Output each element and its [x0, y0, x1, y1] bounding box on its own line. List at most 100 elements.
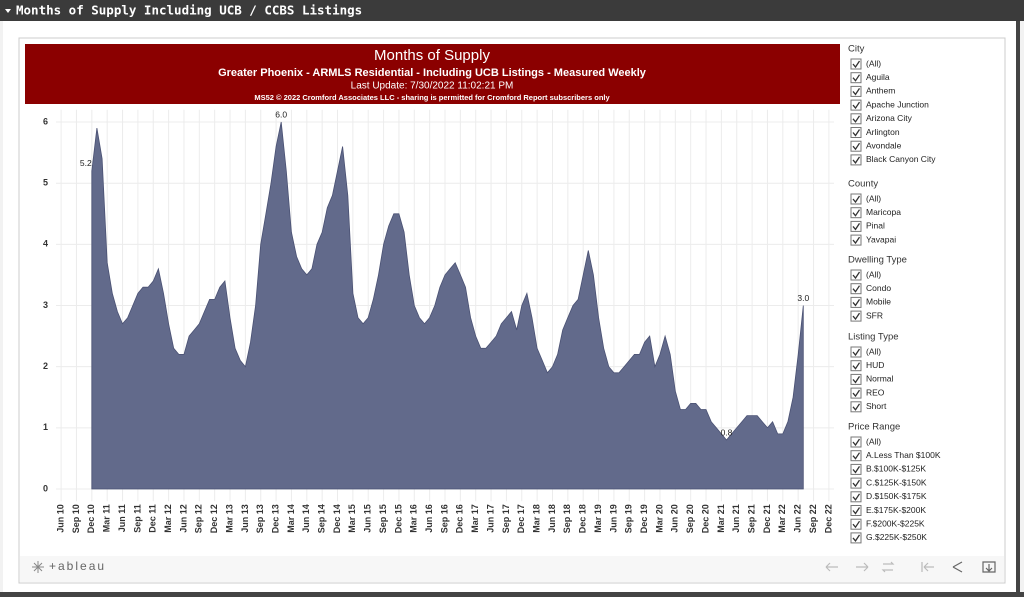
data-label: 3.0: [797, 293, 809, 303]
check: [852, 236, 861, 245]
checkbox[interactable]: [850, 269, 862, 281]
check: [852, 88, 861, 96]
chart-header: [25, 44, 840, 104]
check: [852, 348, 861, 357]
checkbox[interactable]: [850, 220, 862, 232]
checkbox[interactable]: [850, 127, 862, 138]
y-tick-label: 3: [43, 300, 48, 310]
check: [852, 376, 861, 384]
x-tick-label: Dec 22: [823, 504, 833, 533]
checkbox[interactable]: [850, 373, 862, 385]
checkbox[interactable]: [850, 346, 862, 358]
filter-item: E.$175K-$200K: [866, 505, 926, 515]
filter-title: City: [848, 44, 865, 55]
checkbox[interactable]: [850, 360, 862, 372]
filter-item: Apache Junction: [866, 99, 929, 109]
filter-title: Listing Type: [848, 332, 899, 343]
data-label: 0.8: [721, 427, 733, 437]
dashboard-title: Months of Supply Including UCB / CCBS Li…: [16, 3, 362, 18]
checkbox[interactable]: [850, 436, 862, 448]
x-tick-label: Sep 16: [439, 504, 449, 533]
check: [852, 312, 861, 321]
y-tick-label: 1: [43, 422, 48, 432]
checkbox[interactable]: [850, 401, 862, 413]
tableau-logo[interactable]: +ableau: [49, 559, 106, 573]
checkbox[interactable]: [850, 387, 862, 399]
x-tick-label: Mar 19: [593, 504, 603, 533]
filter-item: Maricopa: [866, 207, 901, 217]
check: [852, 466, 861, 474]
x-tick-label: Mar 17: [470, 504, 480, 533]
chart-subtitle: Greater Phoenix - ARMLS Residential - In…: [218, 67, 647, 79]
undo[interactable]: [825, 562, 838, 572]
filter-item: Yavapai: [866, 234, 896, 244]
redo[interactable]: [856, 562, 869, 572]
area: [91, 121, 804, 490]
checkbox[interactable]: [850, 193, 862, 205]
checkbox[interactable]: [850, 283, 862, 295]
checkbox[interactable]: [850, 477, 862, 489]
x-tick-label: Mar 13: [224, 504, 234, 533]
check: [852, 209, 861, 217]
check: [852, 74, 861, 82]
x-tick-label: Mar 21: [716, 504, 726, 533]
edge: [1016, 21, 1020, 597]
x-tick-label: Dec 13: [270, 504, 280, 533]
x-tick-label: Dec 12: [209, 504, 219, 533]
data-label: 6.0: [275, 109, 287, 119]
checkbox[interactable]: [850, 85, 862, 97]
x-tick-label: Jun 13: [240, 504, 250, 533]
filter-item: A.Less Than $100K: [866, 450, 941, 460]
checkbox[interactable]: [850, 463, 862, 475]
filter-item: (All): [866, 269, 881, 279]
checkbox[interactable]: [850, 234, 862, 246]
checkbox[interactable]: [850, 505, 862, 516]
filter-title: Price Range: [848, 422, 900, 433]
x-tick-label: Mar 16: [409, 504, 419, 533]
check: [852, 101, 861, 110]
toolbar-icons: [825, 561, 934, 573]
checkbox[interactable]: [850, 72, 862, 84]
x-tick-label: Dec 10: [86, 504, 96, 533]
y-tick-label: 2: [43, 361, 48, 371]
x-tick-label: Sep 22: [808, 504, 818, 533]
y-tick-label: 5: [43, 178, 48, 188]
x-tick-label: Jun 19: [608, 504, 618, 533]
checkbox[interactable]: [850, 113, 862, 125]
checkbox[interactable]: [850, 532, 862, 544]
checkbox[interactable]: [850, 296, 862, 308]
checkbox[interactable]: [850, 58, 862, 70]
x-tick-label: Jun 15: [363, 504, 373, 533]
checkbox[interactable]: [850, 140, 862, 152]
filter-item: REO: [866, 387, 885, 397]
x-tick-label: Sep 21: [746, 504, 756, 533]
checkbox[interactable]: [850, 207, 862, 219]
checkbox[interactable]: [850, 518, 862, 530]
share[interactable]: [952, 561, 963, 573]
download[interactable]: [982, 561, 996, 573]
check: [852, 223, 861, 231]
x-tick-label: Dec 17: [516, 504, 526, 533]
reset[interactable]: [921, 562, 934, 572]
filter-item: Mobile: [866, 297, 891, 307]
y-tick-label: 0: [43, 483, 48, 493]
x-tick-label: Mar 20: [654, 504, 664, 533]
filter-item: Avondale: [866, 140, 902, 150]
x-tick-label: Dec 20: [700, 504, 710, 533]
checkbox[interactable]: [850, 99, 862, 111]
x-tick-label: Mar 18: [532, 504, 542, 533]
checkbox[interactable]: [850, 310, 862, 322]
data-label: 5.2: [80, 158, 92, 168]
x-tick-label: Sep 15: [378, 504, 388, 533]
revert[interactable]: [881, 561, 895, 573]
x-tick-label: Jun 16: [424, 504, 434, 533]
checkbox[interactable]: [850, 450, 862, 462]
filter-item: Black Canyon City: [866, 154, 936, 164]
title-bar: [0, 0, 1024, 21]
collapse-icon[interactable]: [5, 9, 11, 13]
filter-item: Arizona City: [866, 113, 913, 123]
filter-item: HUD: [866, 360, 884, 370]
x-tick-label: Sep 11: [132, 504, 142, 533]
checkbox[interactable]: [850, 154, 862, 166]
checkbox[interactable]: [850, 491, 862, 503]
